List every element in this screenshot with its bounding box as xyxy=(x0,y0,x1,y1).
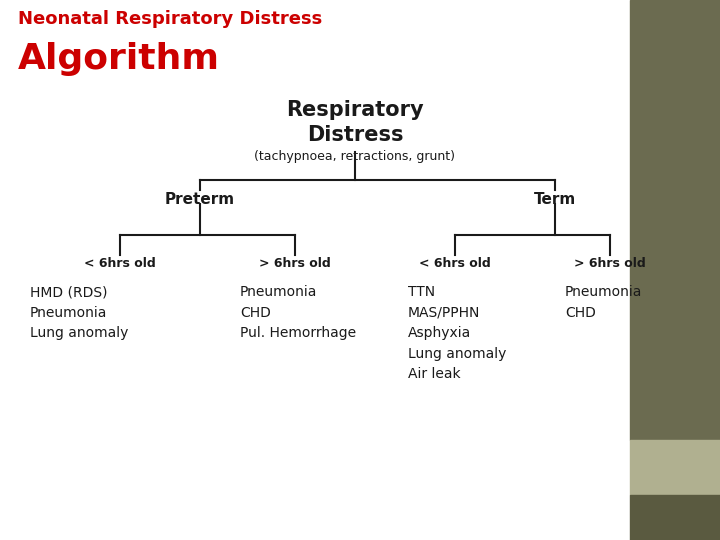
Bar xyxy=(630,495,720,540)
Text: Neonatal Respiratory Distress: Neonatal Respiratory Distress xyxy=(18,10,323,28)
Text: < 6hrs old: < 6hrs old xyxy=(84,257,156,270)
Text: > 6hrs old: > 6hrs old xyxy=(574,257,646,270)
Text: Pneumonia
CHD
Pul. Hemorrhage: Pneumonia CHD Pul. Hemorrhage xyxy=(240,285,356,340)
Text: Respiratory: Respiratory xyxy=(286,100,424,120)
Text: Preterm: Preterm xyxy=(165,192,235,207)
Bar xyxy=(630,440,720,495)
Bar xyxy=(630,0,720,440)
Text: < 6hrs old: < 6hrs old xyxy=(419,257,491,270)
Text: Pneumonia
CHD: Pneumonia CHD xyxy=(565,285,642,320)
Text: > 6hrs old: > 6hrs old xyxy=(259,257,331,270)
Text: (tachypnoea, retractions, grunt): (tachypnoea, retractions, grunt) xyxy=(254,150,456,163)
Text: Term: Term xyxy=(534,192,576,207)
Text: TTN
MAS/PPHN
Asphyxia
Lung anomaly
Air leak: TTN MAS/PPHN Asphyxia Lung anomaly Air l… xyxy=(408,285,506,381)
Text: Distress: Distress xyxy=(307,125,403,145)
Text: HMD (RDS)
Pneumonia
Lung anomaly: HMD (RDS) Pneumonia Lung anomaly xyxy=(30,285,128,340)
Text: Algorithm: Algorithm xyxy=(18,42,220,76)
